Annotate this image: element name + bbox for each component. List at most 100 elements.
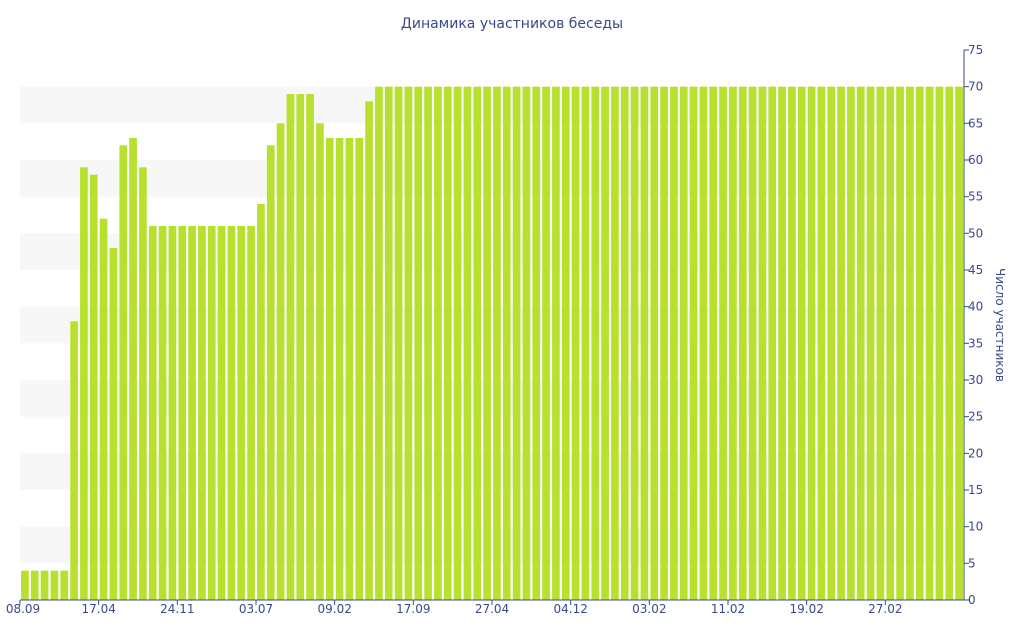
grid-band (20, 380, 964, 417)
grid-band (20, 453, 964, 490)
bar (906, 86, 914, 601)
bar (650, 86, 659, 601)
bar (247, 226, 255, 600)
bar (434, 86, 442, 601)
bar (276, 123, 285, 600)
grid-band (20, 160, 964, 197)
bar (679, 86, 688, 601)
bar (257, 204, 265, 600)
bar (40, 570, 49, 600)
bar (591, 86, 600, 601)
bar (817, 86, 826, 601)
bar (542, 86, 550, 601)
bar (788, 86, 796, 601)
x-tick-label: 27.02 (868, 602, 902, 616)
y-tick-label: 25 (968, 410, 983, 424)
bar (217, 226, 226, 600)
grid-band (20, 306, 964, 344)
bar (758, 86, 767, 601)
bar (561, 86, 570, 601)
bar (129, 138, 137, 600)
bar (316, 123, 324, 600)
x-tick-label: 27.04 (475, 602, 509, 616)
bar (414, 86, 423, 601)
bar (148, 226, 157, 600)
bar (522, 86, 531, 601)
bar (60, 570, 69, 600)
bar (571, 86, 580, 601)
bar (119, 145, 128, 600)
bar (424, 86, 432, 601)
y-axis: 0 5 10 15 20 25 30 35 40 45 50 55 60 65 70 75 (963, 43, 983, 607)
y-tick-label: 65 (968, 116, 983, 130)
bar (866, 86, 875, 601)
bar (729, 86, 737, 601)
bar (109, 248, 118, 600)
x-axis: 08.09 17.04 24.11 03.07 09.02 17.09 27.04 04.12… (6, 599, 964, 616)
bar (915, 86, 924, 601)
bar (748, 86, 757, 601)
bar (778, 86, 786, 601)
x-tick-label: 03.07 (239, 602, 273, 616)
bar (473, 86, 482, 601)
bar (847, 86, 855, 601)
y-tick-label: 15 (968, 483, 983, 497)
bar (207, 226, 216, 600)
y-tick-label: 0 (968, 593, 976, 607)
grid-band (20, 526, 964, 564)
bar (738, 86, 747, 601)
y-tick-label: 40 (968, 300, 983, 314)
bar (453, 86, 462, 601)
bar (601, 86, 609, 601)
y-tick-label: 55 (968, 190, 983, 204)
bar (296, 94, 305, 600)
bar (699, 86, 708, 601)
bar (620, 86, 629, 601)
bar (345, 138, 354, 600)
y-tick-label: 5 (968, 556, 976, 570)
y-tick-label: 50 (968, 226, 983, 240)
y-tick-label: 45 (968, 263, 983, 277)
bar (30, 570, 39, 600)
bar (178, 226, 187, 600)
bar (404, 86, 413, 601)
bar (375, 86, 383, 601)
bar (807, 86, 816, 601)
bar (139, 167, 147, 600)
bar (237, 226, 246, 600)
bar (640, 86, 649, 601)
bar (306, 94, 314, 600)
bar (355, 138, 364, 600)
bar (365, 101, 373, 600)
bar (630, 86, 639, 601)
bar (709, 86, 718, 601)
bar (443, 86, 452, 601)
bars-series (21, 86, 963, 601)
bar (945, 86, 954, 601)
bar (925, 86, 934, 601)
bar (896, 86, 904, 601)
x-tick-label: 08.09 (6, 602, 40, 616)
bar (21, 570, 29, 600)
bar (552, 86, 560, 601)
bar (198, 226, 206, 600)
y-tick-label: 30 (968, 373, 983, 387)
bar (502, 86, 511, 601)
bar (935, 86, 944, 601)
bar (532, 86, 541, 601)
bar (955, 86, 963, 601)
bar (463, 86, 472, 601)
y-axis-label: Число участников (993, 268, 1007, 382)
x-tick-label: 11.02 (711, 602, 745, 616)
grid-band (20, 233, 964, 270)
bar (611, 86, 619, 601)
y-tick-label: 70 (968, 80, 983, 94)
bar (512, 86, 521, 601)
bar (670, 86, 678, 601)
bar (89, 174, 98, 601)
bar (837, 86, 845, 601)
bar (384, 86, 393, 601)
bar (581, 86, 590, 601)
bar (719, 86, 727, 601)
